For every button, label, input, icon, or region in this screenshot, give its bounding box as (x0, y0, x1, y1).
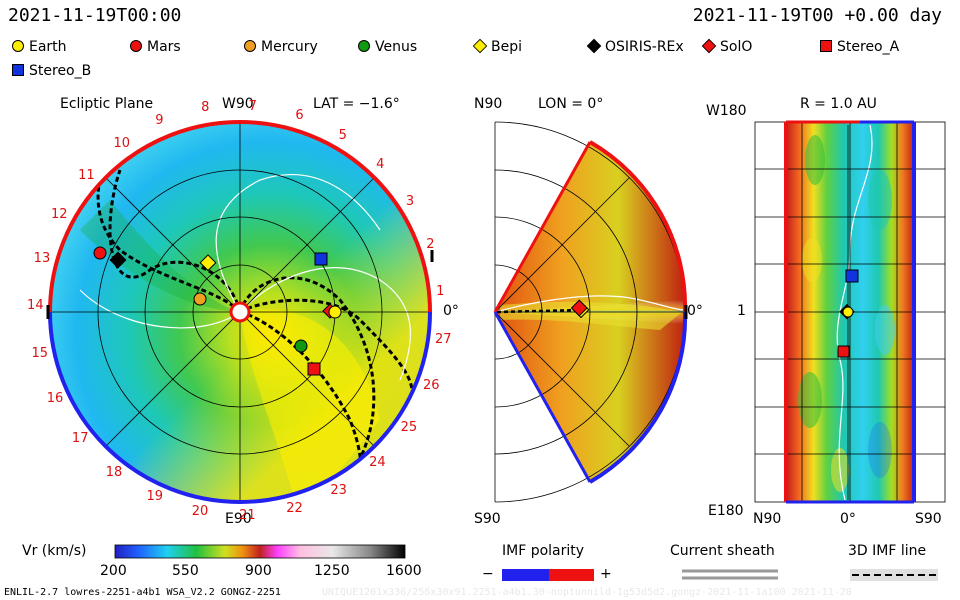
carrington-label: 1 (436, 283, 445, 299)
latlon-title: R = 1.0 AU (800, 96, 877, 112)
imf-polarity-bar (502, 569, 594, 581)
dot-marker-icon (12, 40, 24, 52)
mercury-marker (193, 292, 207, 306)
carrington-label: 21 (239, 507, 256, 523)
legend-item-venus: Venus (358, 39, 417, 55)
meridional-lon-label: LON = 0° (538, 96, 604, 112)
legend-label: Bepi (491, 39, 522, 55)
legend-item-earth: Earth (12, 39, 67, 55)
carrington-label: 15 (31, 345, 49, 361)
legend-label: Venus (375, 39, 418, 55)
bepi-marker (199, 254, 217, 272)
carrington-label: 10 (113, 135, 130, 151)
osiris-rex-marker (109, 251, 127, 269)
square-marker-icon (820, 40, 832, 52)
dot-marker-icon (130, 40, 142, 52)
carrington-label: 13 (33, 251, 51, 267)
legend-item-mercury: Mercury (244, 39, 318, 55)
carrington-label: 12 (50, 206, 68, 222)
carrington-label: 6 (295, 108, 304, 124)
legend-label: Mars (147, 39, 181, 55)
carrington-label: 4 (376, 157, 385, 173)
square-marker-icon (12, 64, 24, 76)
ecliptic-plane-plot (46, 120, 434, 504)
carrington-label: 2 (426, 237, 435, 253)
carrington-label: 17 (71, 431, 89, 447)
carrington-label: 18 (105, 464, 123, 480)
meridional-plane-plot (493, 121, 688, 503)
latlon-bottom-left: E180 (708, 503, 744, 519)
ecliptic-bottom-label: E90 (225, 511, 252, 527)
colorbar-tick: 550 (172, 563, 199, 579)
carrington-label: 27 (435, 331, 452, 347)
carrington-label: 22 (286, 500, 303, 516)
meridional-top-label: N90 (474, 96, 503, 112)
imf-line-sample (850, 569, 938, 581)
meridional-bottom-label: S90 (474, 511, 501, 527)
legend-label: OSIRIS-REx (605, 39, 684, 55)
latlon-bottom-0: 0° (840, 511, 856, 527)
legend-label: Mercury (261, 39, 318, 55)
dot-marker-icon (244, 40, 256, 52)
footer-left: ENLIL-2.7 lowres-2251-a4b1 WSA_V2.2 GONG… (4, 587, 281, 598)
earth-marker (328, 305, 342, 319)
imf-polarity-label: IMF polarity (502, 543, 585, 559)
legend-item-osiris-rex: OSIRIS-REx (586, 38, 684, 55)
latlon-mid-left: 1 (737, 303, 746, 319)
latlon-bottom-s90: S90 (915, 511, 942, 527)
carrington-label: 25 (400, 419, 418, 435)
carrington-label: 26 (422, 377, 440, 393)
legend-item-stereo-b: Stereo_B (12, 63, 91, 79)
carrington-label: 7 (248, 98, 257, 114)
legend-item-solo: SolO (701, 38, 753, 55)
legend-item-mars: Mars (130, 39, 181, 55)
carrington-label: 9 (155, 112, 164, 128)
mars-marker (93, 246, 107, 260)
carrington-label: 5 (338, 127, 347, 143)
stereo-a-marker (307, 362, 321, 376)
latlon-map-plot (754, 120, 946, 504)
legend-label: SolO (720, 39, 753, 55)
latlon-top-left: W180 (706, 103, 747, 119)
vr-colorbar (114, 544, 406, 559)
colorbar-tick: 900 (245, 563, 272, 579)
carrington-label: 20 (191, 504, 209, 519)
colorbar-label: Vr (km/s) (22, 543, 87, 559)
current-sheath-sample (682, 569, 778, 580)
ecliptic-top-label: W90 (222, 96, 254, 112)
current-sheath-label: Current sheath (670, 543, 775, 559)
ecliptic-right-label: 0° (443, 303, 459, 319)
imf-plus-label: + (600, 566, 612, 582)
timestamp-right: 2021-11-19T00 +0.00 day (692, 5, 942, 26)
carrington-label: 19 (146, 489, 163, 505)
legend-label: Stereo_A (837, 39, 900, 55)
legend-label: Earth (29, 39, 67, 55)
timestamp-left: 2021-11-19T00:00 (8, 5, 182, 26)
carrington-label: 14 (27, 298, 44, 314)
colorbar-tick: 1600 (386, 563, 422, 579)
carrington-label: 16 (46, 390, 64, 406)
legend-item-stereo-a: Stereo_A (820, 39, 899, 55)
latlon-bottom-n90: N90 (753, 511, 782, 527)
stereo-b-marker (314, 252, 328, 266)
ecliptic-body-markers (93, 246, 342, 376)
colorbar-tick: 200 (100, 563, 127, 579)
legend-item-bepi: Bepi (472, 38, 522, 55)
carrington-label: 3 (405, 194, 415, 210)
imf-minus-label: − (482, 566, 494, 582)
dot-marker-icon (358, 40, 370, 52)
footer-right: UNIQUE1201x336/256x30x91.2251-a4b1.30-no… (322, 587, 852, 598)
carrington-label: 11 (78, 167, 95, 183)
carrington-label: 8 (201, 100, 210, 116)
meridional-right-label: 0° (687, 303, 703, 319)
legend-label: Stereo_B (29, 63, 92, 79)
imf-line-label: 3D IMF line (848, 543, 927, 559)
ecliptic-lat-label: LAT = −1.6° (313, 96, 400, 112)
carrington-label: 23 (330, 482, 347, 498)
colorbar-tick: 1250 (314, 563, 350, 579)
venus-marker (294, 339, 308, 353)
carrington-label: 24 (369, 455, 386, 471)
ecliptic-title: Ecliptic Plane (60, 96, 154, 112)
